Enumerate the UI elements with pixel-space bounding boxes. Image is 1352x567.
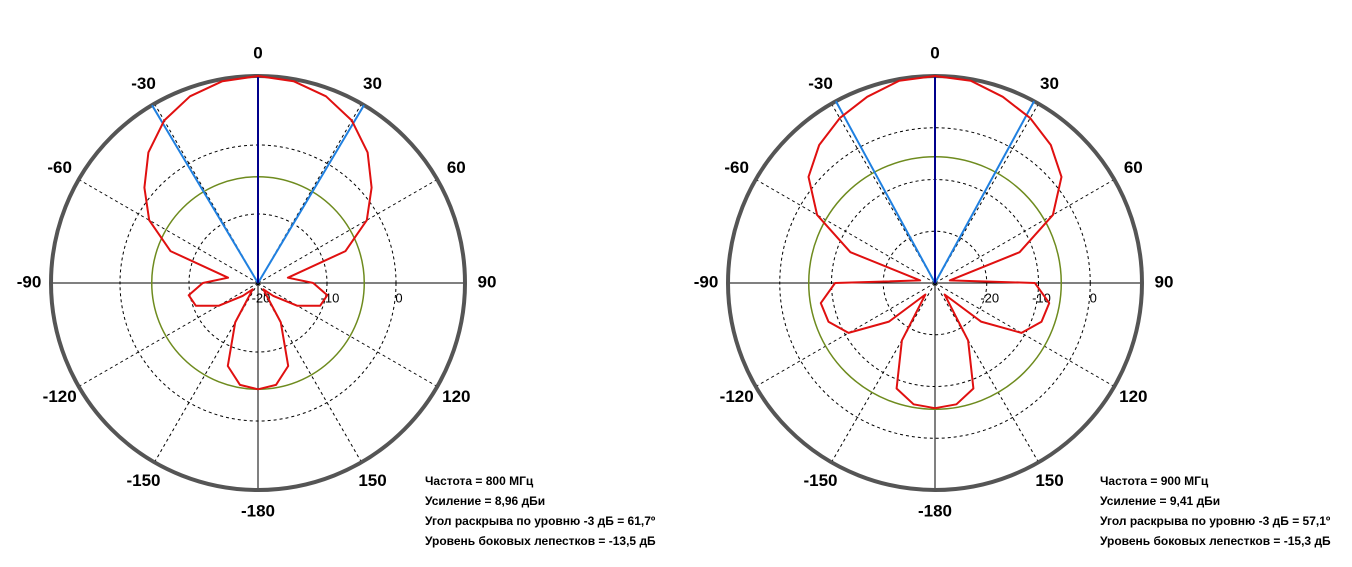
angle-label: -30 [131,74,156,93]
r-tick-label: 0 [395,290,402,305]
angle-label: -150 [126,471,160,490]
spoke [257,179,438,284]
pattern-curve [143,75,373,391]
angle-label: -120 [720,387,754,406]
angle-label: -60 [724,158,749,177]
angle-label: 30 [363,74,382,93]
angle-label: 120 [442,387,470,406]
annotation: Уровень боковых лепестков = -13,5 дБ [425,534,656,548]
angle-label: 90 [478,272,497,291]
angle-label: 60 [1124,158,1143,177]
annotation: Частота = 900 МГц [1100,474,1209,488]
angle-label: -120 [43,387,77,406]
angle-label: 150 [358,471,386,490]
angle-label: -180 [241,501,275,520]
angle-label: 30 [1040,74,1059,93]
annotation: Частота = 800 МГц [425,474,534,488]
annotation: Уровень боковых лепестков = -15,3 дБ [1100,534,1331,548]
angle-label: -180 [918,501,952,520]
beam-edge [835,100,936,284]
annotation: Угол раскрыва по уровню -3 дБ = 57,1º [1100,514,1331,528]
annotation: Угол раскрыва по уровню -3 дБ = 61,7º [425,514,656,528]
spoke [257,103,362,284]
angle-label: -60 [47,158,72,177]
annotation: Усиление = 8,96 дБи [425,494,545,508]
angle-label: -90 [694,272,719,291]
angle-label: -90 [17,272,42,291]
r-tick-label: -10 [1032,290,1051,305]
r-tick-label: 0 [1090,290,1097,305]
spoke [78,282,259,387]
pattern-curve [807,75,1063,410]
angle-label: 90 [1155,272,1174,291]
spoke [257,282,362,463]
ring [779,127,1091,439]
angle-label: 120 [1119,387,1147,406]
angle-label: 60 [447,158,466,177]
angle-label: 150 [1035,471,1063,490]
spoke [154,282,259,463]
angle-label: -30 [808,74,833,93]
ring [882,230,988,336]
angle-label: 0 [930,43,939,62]
r-tick-label: -20 [980,290,999,305]
annotation: Усиление = 9,41 дБи [1100,494,1220,508]
beam-edge [257,104,365,284]
beam-edge [151,104,259,284]
beam-edge [934,100,1035,284]
spoke [154,103,259,284]
angle-label: 0 [253,43,262,62]
angle-label: -150 [803,471,837,490]
spoke [257,282,438,387]
spoke [78,179,259,284]
